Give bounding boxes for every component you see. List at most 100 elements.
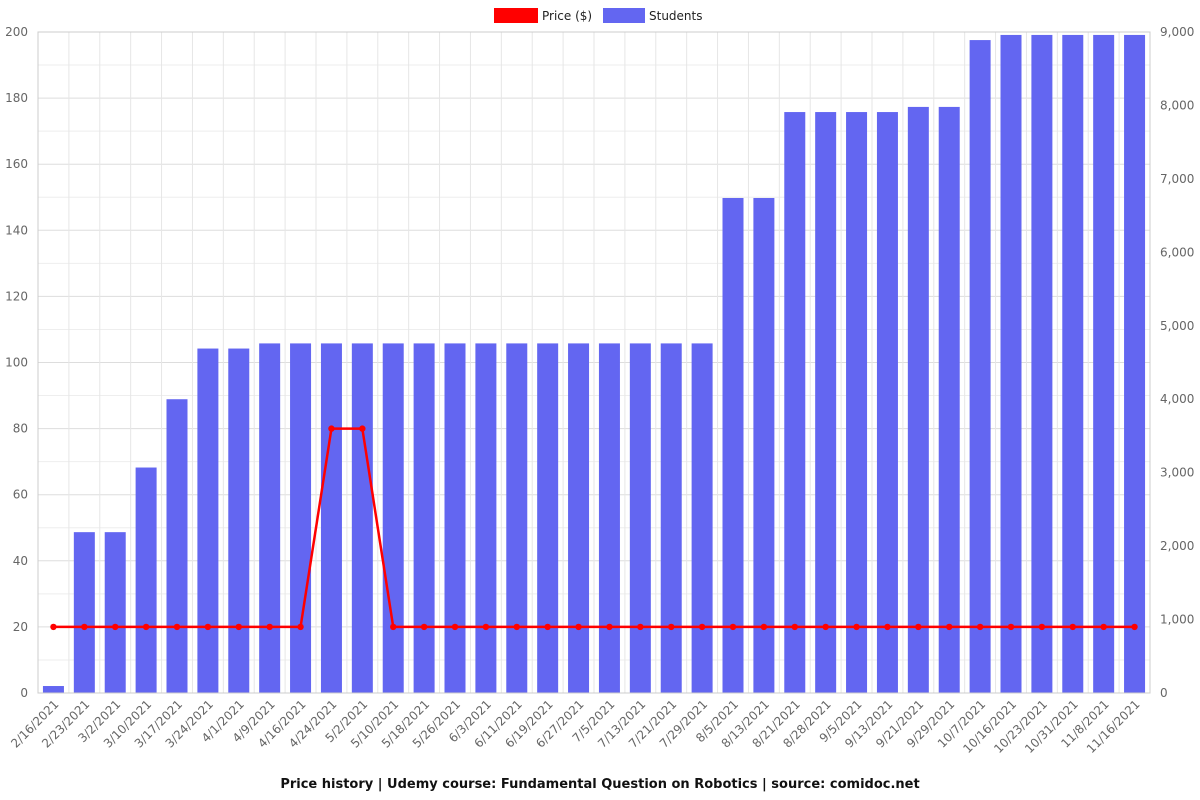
bar-students [135, 467, 157, 693]
bar-students [660, 343, 682, 693]
bar-students [1093, 34, 1115, 693]
bar-students [1000, 34, 1022, 693]
price-point [637, 623, 644, 631]
legend-swatch-price [494, 8, 538, 23]
bar-students [475, 343, 497, 693]
price-point [668, 623, 675, 631]
price-point [173, 623, 181, 631]
price-point [266, 623, 273, 631]
price-point [976, 623, 984, 631]
price-point [1038, 623, 1046, 631]
y-right-tick-label: 6,000 [1160, 245, 1194, 259]
price-point [112, 623, 119, 631]
bar-students [382, 343, 404, 693]
y-left-tick-label: 200 [5, 25, 28, 39]
price-point [791, 623, 798, 631]
legend-label-students: Students [649, 9, 703, 23]
y-right-tick-label: 0 [1160, 686, 1168, 700]
y-left-tick-label: 0 [20, 686, 28, 700]
price-line [50, 425, 1138, 631]
y-left-tick-label: 100 [5, 356, 28, 370]
chart-grid [37, 31, 1151, 694]
bar-students [104, 532, 126, 693]
price-point [1069, 623, 1076, 631]
bar-students [691, 343, 713, 693]
bar-students [320, 343, 342, 693]
chart-legend: Price ($) Students [494, 8, 703, 23]
price-series-line [53, 427, 1135, 629]
price-point [606, 623, 613, 631]
y-right-tick-label: 4,000 [1160, 392, 1194, 406]
bar-students [1062, 34, 1084, 693]
bar-students [537, 343, 559, 693]
price-point [513, 623, 520, 631]
bar-students [42, 686, 64, 693]
y-left-tick-label: 80 [13, 422, 28, 436]
bar-students [197, 348, 219, 693]
y-left-tick-label: 160 [5, 157, 28, 171]
bar-students [846, 112, 868, 693]
price-point [50, 623, 57, 631]
price-point [1007, 623, 1015, 631]
bar-students [598, 343, 620, 693]
y-right-tick-label: 9,000 [1160, 25, 1194, 39]
price-point [698, 623, 706, 631]
y-right-tick-label: 8,000 [1160, 98, 1194, 112]
price-point [822, 623, 829, 631]
bar-students [722, 197, 744, 694]
y-left-tick-label: 60 [13, 488, 28, 502]
y-left-tick-label: 140 [5, 223, 28, 237]
y-right-tick-label: 1,000 [1160, 613, 1194, 627]
bar-students [815, 112, 837, 693]
price-point [328, 425, 335, 432]
bar-students [73, 532, 95, 693]
price-point [884, 623, 891, 631]
price-point [81, 623, 88, 631]
price-point [482, 623, 490, 631]
students-bars [42, 34, 1146, 694]
bar-students [1124, 34, 1146, 693]
price-point [544, 623, 551, 631]
y-right-tick-label: 2,000 [1160, 539, 1194, 553]
chart-caption: Price history | Udemy course: Fundamenta… [280, 777, 919, 792]
price-point [853, 623, 860, 631]
price-point [1131, 623, 1138, 631]
plot-border [37, 31, 1151, 694]
bar-students [938, 106, 960, 693]
bar-students [876, 112, 898, 693]
price-point [575, 623, 582, 631]
price-point [359, 425, 366, 432]
bar-students [351, 343, 373, 693]
y-left-tick-label: 120 [5, 289, 28, 303]
price-point [297, 623, 304, 631]
y-right-tick-label: 5,000 [1160, 319, 1194, 333]
bar-students [568, 343, 590, 693]
price-point [142, 623, 150, 631]
bar-students [969, 40, 991, 694]
price-point [946, 623, 953, 631]
price-point [729, 623, 737, 631]
legend-label-price: Price ($) [542, 9, 592, 23]
y-right-tick-label: 7,000 [1160, 172, 1194, 186]
bar-students [290, 343, 312, 693]
bar-students [753, 197, 775, 694]
bar-students [784, 112, 806, 693]
price-point [390, 623, 397, 631]
legend-swatch-students [603, 8, 645, 23]
price-point [760, 623, 768, 631]
bar-students [166, 399, 188, 693]
price-point [451, 623, 459, 631]
bar-students [413, 343, 435, 693]
y-left-tick-label: 20 [13, 620, 28, 634]
price-point [235, 623, 242, 631]
y-left-tick-label: 180 [5, 91, 28, 105]
bar-students [506, 343, 528, 693]
price-point [420, 623, 428, 631]
price-point [1100, 623, 1107, 631]
bar-students [228, 348, 250, 693]
bar-students [907, 106, 929, 693]
bar-students [629, 343, 651, 693]
bar-students [259, 343, 281, 693]
bar-students [444, 343, 466, 693]
